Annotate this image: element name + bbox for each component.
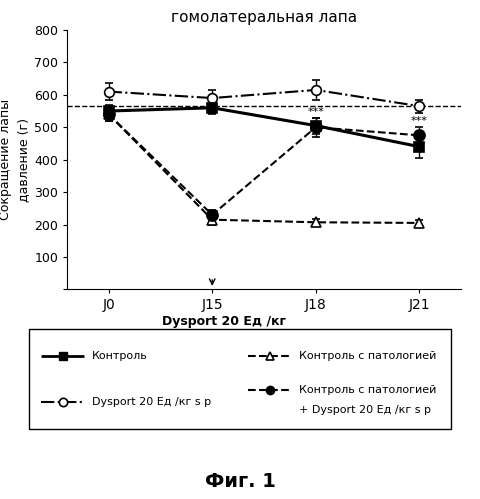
FancyBboxPatch shape xyxy=(29,329,451,429)
Text: ***: *** xyxy=(411,116,428,126)
Text: Фиг. 1: Фиг. 1 xyxy=(204,472,276,491)
Text: Dysport 20 Ед /кг: Dysport 20 Ед /кг xyxy=(162,315,286,328)
Text: Контроль с патологией: Контроль с патологией xyxy=(299,351,436,361)
Text: ***: *** xyxy=(307,107,324,117)
Text: + Dysport 20 Ед /кг s p: + Dysport 20 Ед /кг s p xyxy=(299,405,431,415)
Title: гомолатеральная лапа: гомолатеральная лапа xyxy=(171,9,357,24)
Text: Контроль с патологией: Контроль с патологией xyxy=(299,385,436,395)
Text: Контроль: Контроль xyxy=(92,351,148,361)
Text: Время (дни): Время (дни) xyxy=(215,336,313,350)
Text: Dysport 20 Ед /кг s p: Dysport 20 Ед /кг s p xyxy=(92,397,211,407)
Y-axis label: Сокращение лапы
давление (г): Сокращение лапы давление (г) xyxy=(0,99,30,220)
